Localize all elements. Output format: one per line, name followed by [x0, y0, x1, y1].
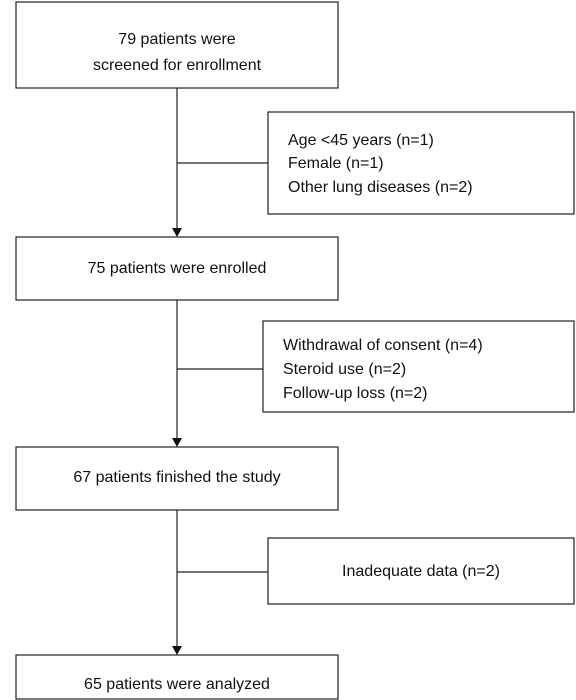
step-text: 65 patients were analyzed [84, 676, 270, 693]
exclusion-box [267, 111, 575, 215]
exclusion-text: Withdrawal of consent (n=4) [283, 337, 483, 354]
exclusion-text: Inadequate data (n=2) [342, 563, 500, 580]
arrow-head [172, 228, 182, 237]
step-box [15, 446, 339, 511]
step-text: 79 patients were [118, 31, 236, 48]
exclusion-text: Steroid use (n=2) [283, 361, 406, 378]
exclusion-box [267, 537, 575, 605]
exclusion-text: Female (n=1) [288, 155, 384, 172]
exclusion-box [262, 320, 575, 413]
exclusion-text: Follow-up loss (n=2) [283, 385, 428, 402]
step-box [15, 236, 339, 301]
step-box [15, 654, 339, 700]
step-text: screened for enrollment [93, 57, 262, 74]
step-box [15, 1, 339, 89]
exclusion-text: Age <45 years (n=1) [288, 132, 434, 149]
arrow-head [172, 438, 182, 447]
step-text: 67 patients finished the study [73, 469, 280, 486]
step-text: 75 patients were enrolled [88, 260, 267, 277]
arrow-head [172, 646, 182, 655]
exclusion-text: Other lung diseases (n=2) [288, 179, 473, 196]
